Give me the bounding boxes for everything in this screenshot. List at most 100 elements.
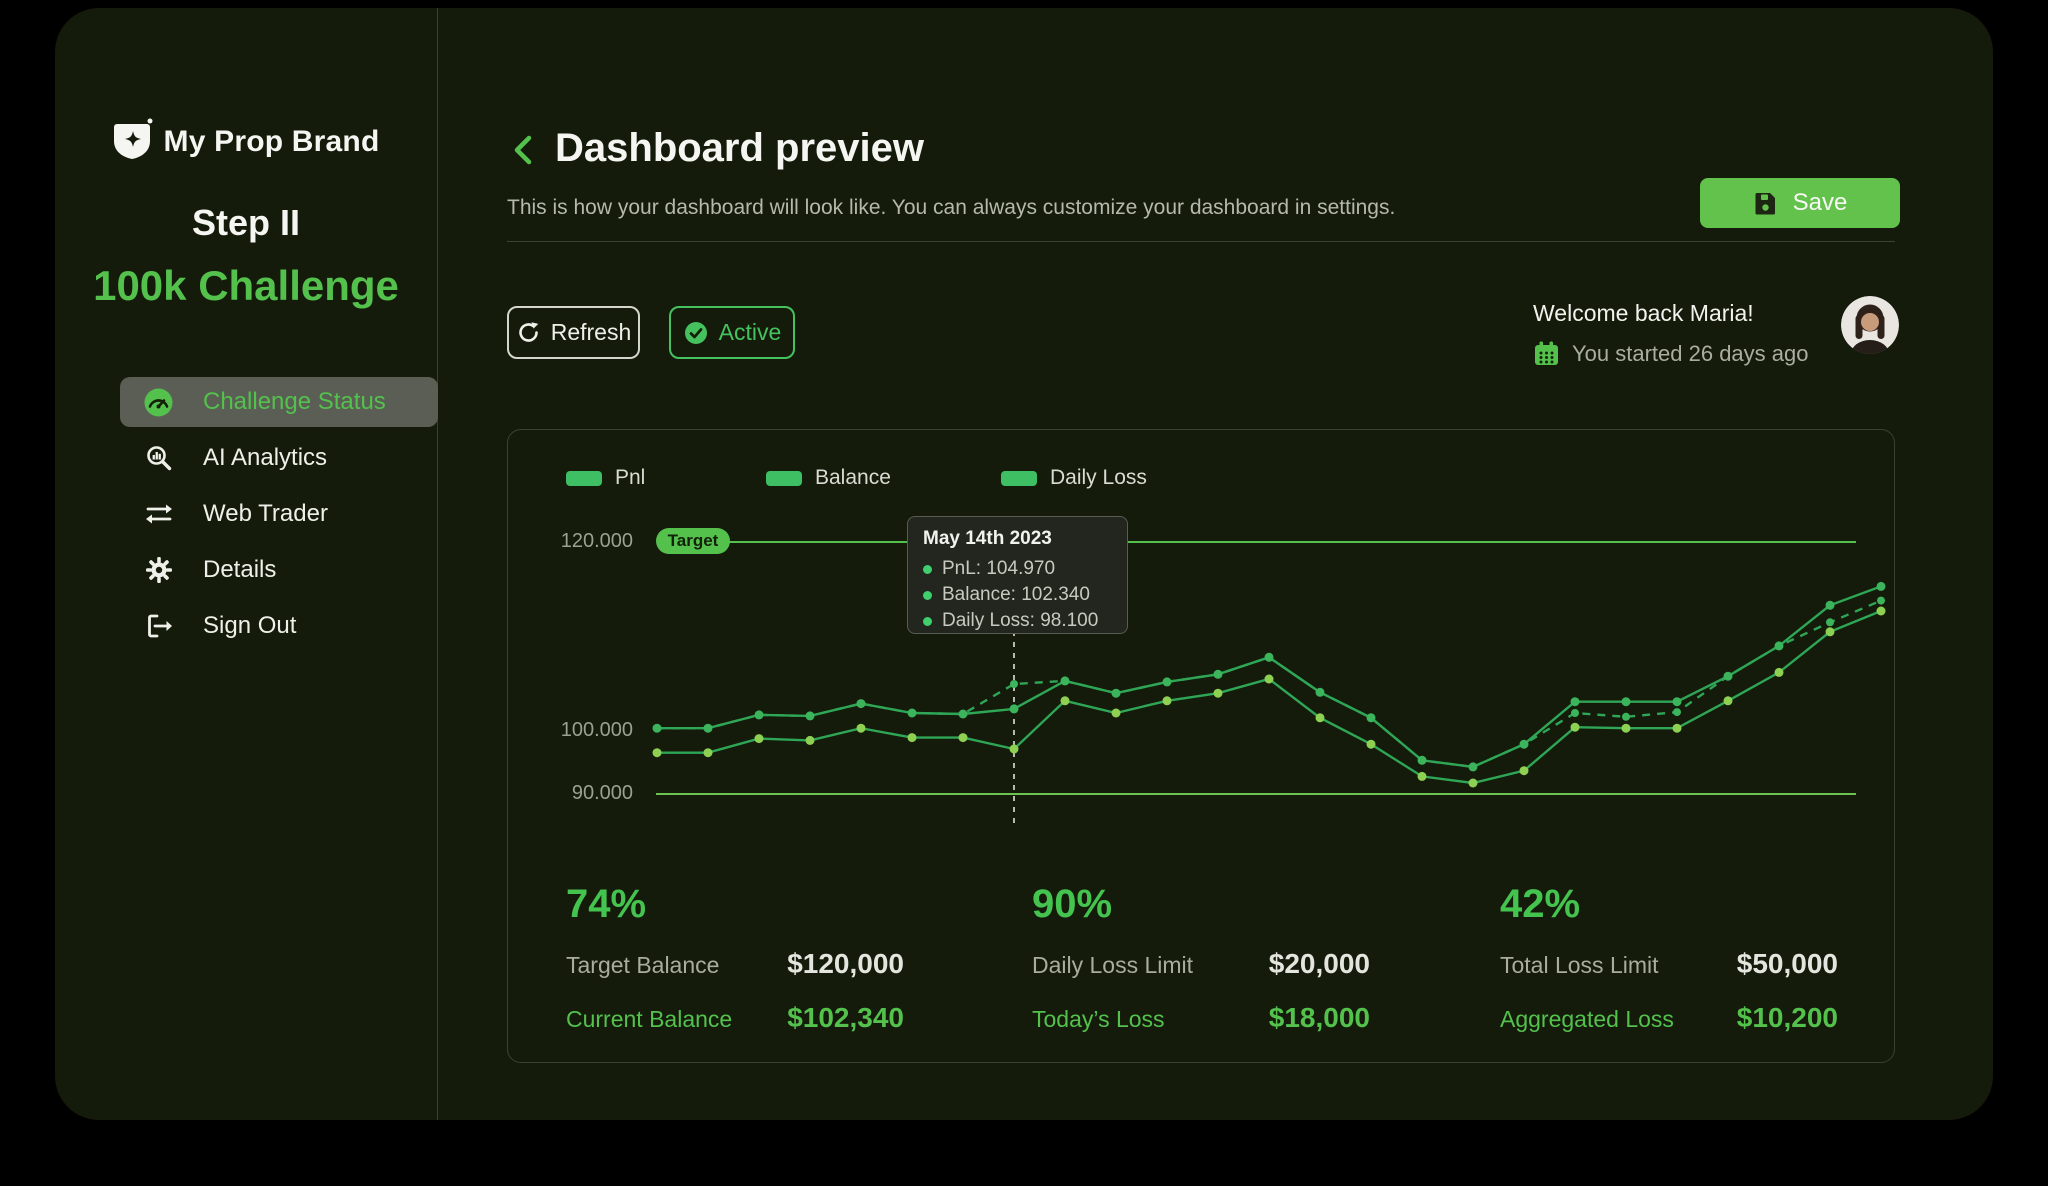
save-button[interactable]: Save [1700,178,1900,228]
brand-name: My Prop Brand [163,124,380,158]
balance-point [1417,755,1427,765]
y-axis-tick: 90.000 [571,782,633,804]
balance-point [1366,713,1376,723]
daily-loss-point [1315,713,1325,723]
legend-swatch [566,470,602,486]
chart-legend: Pnl Balance Daily Loss [508,463,1894,493]
daily-loss-point [1672,723,1682,733]
target-pill-label: Target [667,531,719,550]
sidebar-item-label: Details [203,556,277,583]
page-subtitle: This is how your dashboard will look lik… [507,196,1396,219]
legend-item-daily-loss[interactable]: Daily Loss [1001,463,1147,493]
tooltip-date: May 14th 2023 [923,528,1052,549]
tooltip-bullet-icon [923,564,932,574]
daily-loss-point [1264,674,1274,684]
sidebar: My Prop Brand Step II 100k Challenge Cha… [55,8,438,1120]
tooltip-row: Daily Loss: 98.100 [923,610,1112,632]
balance-point [1009,704,1019,714]
balance-point [1570,697,1580,707]
balance-point [1672,697,1682,707]
stat-percent: 90% [1032,882,1113,926]
balance-point [1111,688,1121,698]
chart-tooltip: May 14th 2023 PnL: 104.970 Balance: 102.3… [907,516,1128,634]
status-badge-label: Active [718,319,782,345]
user-avatar[interactable] [1841,296,1899,354]
stat-value: $120,000 [787,948,904,979]
analytics-icon [143,444,174,472]
daily-loss-point [1111,708,1121,718]
refresh-button[interactable]: Refresh [507,306,640,359]
balance-point [1213,669,1223,679]
started-ago-text: You started 26 days ago [1572,340,1809,366]
balance-point [1774,641,1784,651]
daily-loss-point [1774,667,1784,677]
y-axis-tick: 120.000 [560,530,633,552]
header-divider [507,241,1895,242]
stat-label: Today’s Loss [1032,1006,1165,1032]
daily-loss-point [1213,688,1223,698]
sidebar-item-sign-out[interactable]: Sign Out [120,601,438,651]
stat-row: Daily Loss Limit $20,000 [1032,948,1370,980]
tooltip-row: PnL: 104.970 [923,558,1112,580]
sidebar-item-label: AI Analytics [203,444,328,471]
balance-point [1876,581,1886,591]
daily-loss-point [907,733,917,743]
legend-swatch [766,470,802,486]
daily-loss-point [1570,722,1580,732]
stat-label: Aggregated Loss [1500,1006,1674,1032]
stat-label: Target Balance [566,952,720,978]
stat-label: Current Balance [566,1006,733,1032]
balance-point [856,699,866,709]
back-button[interactable] [507,130,543,170]
stat-value: $102,340 [787,1002,904,1033]
legend-swatch [1001,470,1037,486]
sidebar-item-ai-analytics[interactable]: AI Analytics [120,433,438,483]
tooltip-row-text: Balance: 102.340 [942,584,1090,605]
daily-loss-point [805,735,815,745]
balance-point [907,708,917,718]
sidebar-item-web-trader[interactable]: Web Trader [120,489,438,539]
stat-value: $18,000 [1268,1002,1370,1033]
daily-loss-point [1009,744,1019,754]
save-button-label: Save [1792,189,1848,216]
daily-loss-point [1468,778,1478,788]
balance-point [703,723,713,733]
stat-value: $10,200 [1736,1002,1838,1033]
daily-loss-point [1876,606,1886,616]
balance-point [1060,676,1070,686]
balance-point [1315,687,1325,697]
stat-column: 90% Daily Loss Limit $20,000 Today’s Loss $1… [1032,882,1370,1034]
stat-row: Total Loss Limit $50,000 [1500,948,1838,980]
daily-loss-point [1162,696,1172,706]
challenge-chart [652,541,1886,826]
stat-percent: 42% [1500,882,1581,926]
legend-label: Balance [815,466,891,489]
tooltip-bullet-icon [923,590,932,600]
sidebar-item-details[interactable]: Details [120,545,438,595]
legend-item-pnl[interactable]: Pnl [566,463,645,493]
balance-point [1723,671,1733,681]
stat-column: 42% Total Loss Limit $50,000 Aggregated Los… [1500,882,1838,1034]
legend-item-balance[interactable]: Balance [766,463,891,493]
check-circle-icon [683,320,709,346]
y-axis-tick: 100.000 [560,719,633,741]
stat-percent: 74% [566,882,647,926]
pnl-point [1010,680,1018,688]
sidebar-item-challenge-status[interactable]: Challenge Status [120,377,438,427]
status-badge: Active [669,306,795,359]
gauge-icon [143,387,174,418]
target-pill: Target [656,528,730,554]
pnl-point [1877,596,1885,605]
welcome-greeting: Welcome back Maria! [1533,300,1754,326]
stat-label: Daily Loss Limit [1032,952,1194,978]
pnl-point [1826,618,1834,627]
sidebar-item-label: Challenge Status [203,388,386,415]
daily-loss-point [1519,766,1529,776]
daily-loss-point [1825,627,1835,637]
tooltip-row-text: Daily Loss: 98.100 [942,610,1099,631]
daily-loss-point [1723,696,1733,706]
floppy-icon [1753,190,1779,216]
balance-point [754,710,764,720]
legend-label: Daily Loss [1050,466,1147,489]
daily-loss-point [1366,739,1376,749]
